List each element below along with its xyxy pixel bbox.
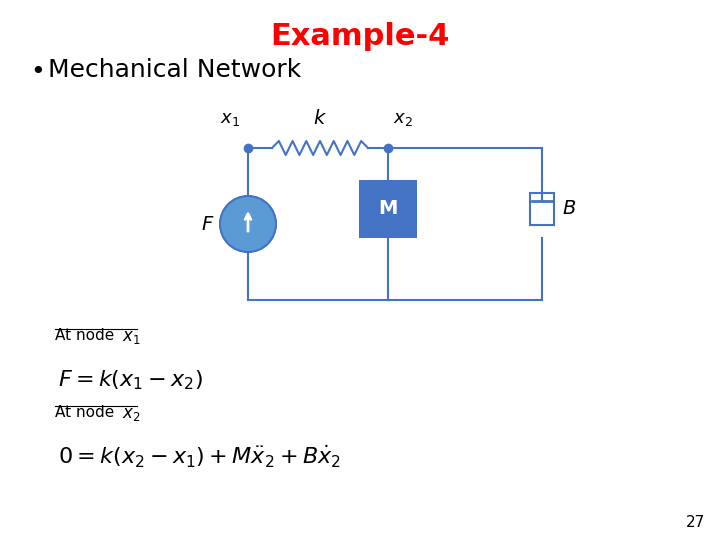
Text: $B$: $B$ — [562, 199, 576, 219]
Text: At node: At node — [55, 328, 124, 343]
Circle shape — [220, 196, 276, 252]
Text: $F$: $F$ — [201, 214, 214, 233]
Text: $x_1$: $x_1$ — [122, 328, 140, 346]
Text: $x_1$: $x_1$ — [220, 110, 240, 128]
Text: M: M — [378, 199, 397, 219]
Text: Mechanical Network: Mechanical Network — [48, 58, 301, 82]
Text: 27: 27 — [685, 515, 705, 530]
Text: $k$: $k$ — [313, 109, 327, 128]
Text: •: • — [30, 60, 45, 84]
Bar — [530, 193, 554, 225]
Text: At node: At node — [55, 405, 124, 420]
Bar — [359, 180, 417, 238]
Text: $F = k(x_1 - x_2)$: $F = k(x_1 - x_2)$ — [58, 368, 203, 392]
Text: $x_2$: $x_2$ — [122, 405, 140, 423]
Text: $x_2$: $x_2$ — [393, 110, 413, 128]
Text: $0 = k(x_2 - x_1) + M\ddot{x}_2 + B\dot{x}_2$: $0 = k(x_2 - x_1) + M\ddot{x}_2 + B\dot{… — [58, 443, 341, 470]
Text: Example-4: Example-4 — [270, 22, 450, 51]
